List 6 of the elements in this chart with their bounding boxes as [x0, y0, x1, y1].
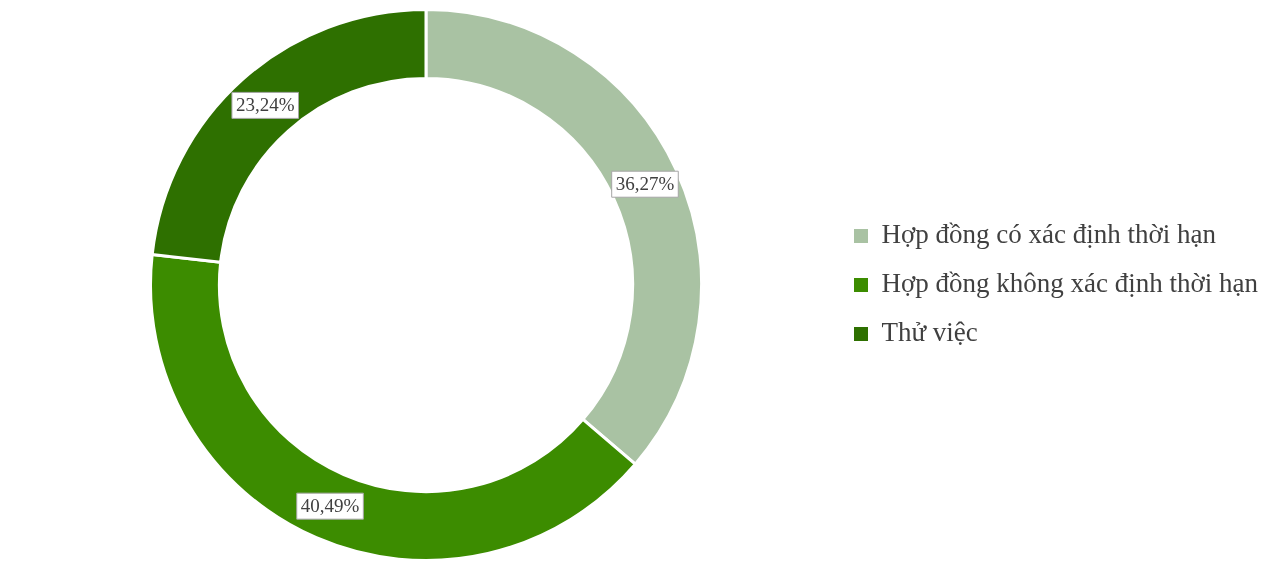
- legend-label: Thử việc: [881, 317, 978, 348]
- legend-label: Hợp đồng có xác định thời hạn: [881, 219, 1217, 250]
- data-label: 36,27%: [615, 173, 675, 195]
- data-label: 23,24%: [235, 94, 295, 116]
- legend-label: Hợp đồng không xác định thời hạn: [881, 268, 1259, 299]
- data-label: 40,49%: [300, 495, 360, 517]
